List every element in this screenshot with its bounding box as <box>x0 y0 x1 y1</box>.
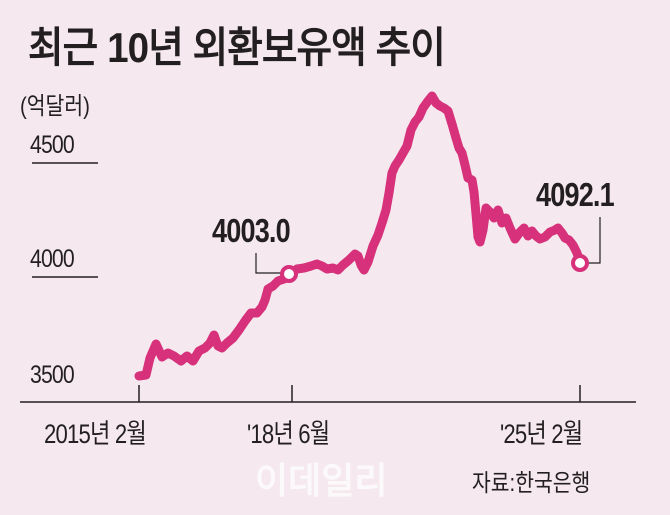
watermark: 이데일리 <box>255 460 388 501</box>
y-tick-label-4000: 4000 <box>30 245 75 273</box>
marker-2018-06 <box>280 265 298 283</box>
annotation-4092: 4092.1 <box>536 176 615 213</box>
source-label: 자료:한국은행 <box>472 470 591 497</box>
x-tick-label-2018: '18년 6월 <box>247 419 330 449</box>
annotation-leader-4003 <box>255 253 282 274</box>
x-tick-label-2025: '25년 2월 <box>500 419 583 449</box>
y-tick-label-4500: 4500 <box>30 131 75 159</box>
annotation-4003: 4003.0 <box>212 212 291 249</box>
reserves-line <box>134 91 585 381</box>
x-tick-label-2015: 2015년 2월 <box>44 419 147 449</box>
chart-title: 최근 10년 외환보유액 추이 <box>28 24 446 71</box>
y-axis-unit-label: (억달러) <box>20 93 90 120</box>
y-tick-label-3500: 3500 <box>30 361 75 389</box>
marker-2025-02 <box>571 254 589 272</box>
annotation-leader-4092 <box>588 217 601 264</box>
